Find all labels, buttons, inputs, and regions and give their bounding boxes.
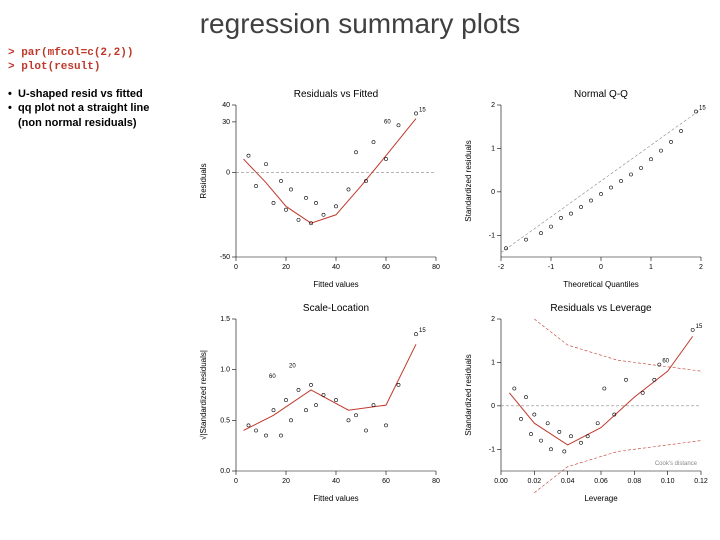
svg-text:60: 60 xyxy=(382,264,390,271)
svg-text:0.10: 0.10 xyxy=(661,478,675,485)
svg-text:0.02: 0.02 xyxy=(528,478,542,485)
panel-scale-location: Scale-Location 0 20 40 60 80 0.0 0.5 1.0 1.5 Fitte… xyxy=(194,297,451,507)
svg-text:80: 80 xyxy=(432,264,440,271)
svg-text:Normal Q-Q: Normal Q-Q xyxy=(574,89,628,100)
svg-text:40: 40 xyxy=(332,478,340,485)
svg-text:0: 0 xyxy=(234,264,238,271)
bullet-1: U-shaped resid vs fitted xyxy=(18,87,143,102)
svg-text:Residuals: Residuals xyxy=(199,163,208,198)
code-block: > par(mfcol=c(2,2)) > plot(result) xyxy=(0,44,720,77)
svg-text:0.06: 0.06 xyxy=(594,478,608,485)
panel-residuals-vs-leverage: Residuals vs Leverage 0.00 0.02 0.04 0.06 0.0… xyxy=(459,297,716,507)
svg-text:20: 20 xyxy=(289,363,296,369)
svg-text:0.0: 0.0 xyxy=(220,468,230,475)
svg-text:0: 0 xyxy=(599,264,603,271)
svg-text:0.00: 0.00 xyxy=(494,478,508,485)
svg-text:-50: -50 xyxy=(220,254,230,261)
svg-text:15: 15 xyxy=(419,107,426,113)
content-area: •U-shaped resid vs fitted •qq plot not a… xyxy=(0,77,720,507)
svg-text:√|Standardized residuals|: √|Standardized residuals| xyxy=(199,350,208,440)
svg-text:Leverage: Leverage xyxy=(584,494,618,503)
svg-text:20: 20 xyxy=(282,478,290,485)
svg-text:-1: -1 xyxy=(548,264,554,271)
svg-text:30: 30 xyxy=(222,118,230,125)
svg-text:1.0: 1.0 xyxy=(220,366,230,373)
bullet-list: •U-shaped resid vs fitted •qq plot not a… xyxy=(4,83,194,507)
svg-text:60: 60 xyxy=(662,358,669,364)
svg-text:0: 0 xyxy=(234,478,238,485)
svg-text:0: 0 xyxy=(491,402,495,409)
svg-text:20: 20 xyxy=(282,264,290,271)
svg-text:Theoretical Quantiles: Theoretical Quantiles xyxy=(563,280,639,289)
svg-text:15: 15 xyxy=(419,328,426,334)
svg-text:Scale-Location: Scale-Location xyxy=(303,303,369,314)
svg-text:-1: -1 xyxy=(489,232,495,239)
svg-text:2: 2 xyxy=(491,102,495,109)
page-title: regression summary plots xyxy=(0,0,720,44)
panel-residuals-vs-fitted: Residuals vs Fitted 0 20 40 60 80 -50 0 30 40 Fitt… xyxy=(194,83,451,293)
svg-text:0: 0 xyxy=(226,169,230,176)
code-line-2: > plot(result) xyxy=(8,60,712,74)
svg-text:40: 40 xyxy=(222,102,230,109)
svg-text:60: 60 xyxy=(269,373,276,379)
svg-text:1: 1 xyxy=(649,264,653,271)
svg-text:Fitted values: Fitted values xyxy=(313,494,358,503)
svg-text:Standardized residuals: Standardized residuals xyxy=(464,140,473,221)
svg-text:60: 60 xyxy=(382,478,390,485)
svg-text:80: 80 xyxy=(432,478,440,485)
panel-normal-qq: Normal Q-Q -2 -1 0 1 2 -1 0 1 2 Theoretical Quanti… xyxy=(459,83,716,293)
svg-text:Residuals vs Fitted: Residuals vs Fitted xyxy=(294,89,378,100)
svg-text:60: 60 xyxy=(384,119,391,125)
svg-text:0.08: 0.08 xyxy=(628,478,642,485)
svg-text:1: 1 xyxy=(491,145,495,152)
svg-text:0.12: 0.12 xyxy=(694,478,708,485)
svg-text:0.04: 0.04 xyxy=(561,478,575,485)
bullet-2: qq plot not a straight line xyxy=(18,101,149,116)
svg-text:Residuals vs Leverage: Residuals vs Leverage xyxy=(550,303,652,314)
svg-text:15: 15 xyxy=(696,323,703,329)
bullet-2-cont: (non normal residuals) xyxy=(18,116,137,131)
svg-text:2: 2 xyxy=(491,316,495,323)
svg-text:Fitted values: Fitted values xyxy=(313,280,358,289)
svg-text:40: 40 xyxy=(332,264,340,271)
svg-text:Standardized residuals: Standardized residuals xyxy=(464,354,473,435)
svg-text:1: 1 xyxy=(491,359,495,366)
svg-text:0.5: 0.5 xyxy=(220,417,230,424)
svg-text:2: 2 xyxy=(699,264,703,271)
svg-text:1.5: 1.5 xyxy=(220,316,230,323)
svg-text:-2: -2 xyxy=(498,264,504,271)
svg-text:0: 0 xyxy=(491,188,495,195)
svg-text:15: 15 xyxy=(699,105,706,111)
svg-text:Cook's distance: Cook's distance xyxy=(655,461,698,467)
code-line-1: > par(mfcol=c(2,2)) xyxy=(8,46,712,60)
plot-grid: Residuals vs Fitted020406080-5003040Fitt… xyxy=(194,83,716,507)
svg-text:-1: -1 xyxy=(489,446,495,453)
